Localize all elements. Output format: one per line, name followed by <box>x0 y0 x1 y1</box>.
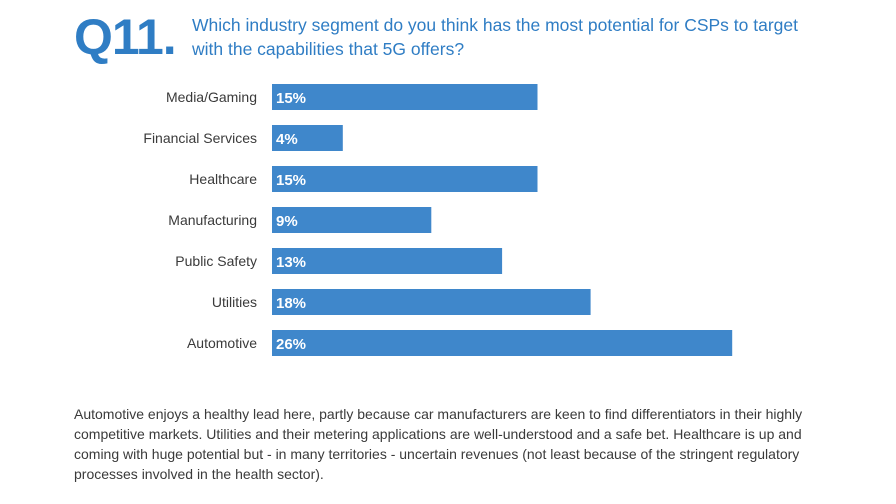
category-label-public-safety: Public Safety <box>175 253 257 269</box>
horizontal-bar-chart: Media/Gaming 15% Financial Services 4% Healt… <box>143 84 733 356</box>
value-label-healthcare: 15% <box>276 172 306 189</box>
question-text: Which industry segment do you think has … <box>192 15 798 59</box>
bar-healthcare <box>272 166 538 192</box>
category-label-media-gaming: Media/Gaming <box>166 89 257 105</box>
question-number: Q11. <box>74 9 177 65</box>
value-label-financial-services: 4% <box>276 131 298 148</box>
category-label-manufacturing: Manufacturing <box>168 212 257 228</box>
category-label-utilities: Utilities <box>212 294 257 310</box>
category-label-automotive: Automotive <box>187 335 257 351</box>
value-label-automotive: 26% <box>276 336 306 353</box>
category-label-healthcare: Healthcare <box>189 171 257 187</box>
bar-financial-services <box>272 125 343 151</box>
value-label-utilities: 18% <box>276 295 306 312</box>
category-label-financial-services: Financial Services <box>143 130 257 146</box>
value-label-manufacturing: 9% <box>276 213 298 230</box>
value-label-public-safety: 13% <box>276 254 306 271</box>
commentary-paragraph: Automotive enjoys a healthy lead here, p… <box>74 406 803 482</box>
value-label-media-gaming: 15% <box>276 90 306 107</box>
bar-manufacturing <box>272 207 432 233</box>
bar-public-safety <box>272 248 503 274</box>
bar-media-gaming <box>272 84 538 110</box>
bar-utilities <box>272 289 591 315</box>
bar-automotive <box>272 330 733 356</box>
